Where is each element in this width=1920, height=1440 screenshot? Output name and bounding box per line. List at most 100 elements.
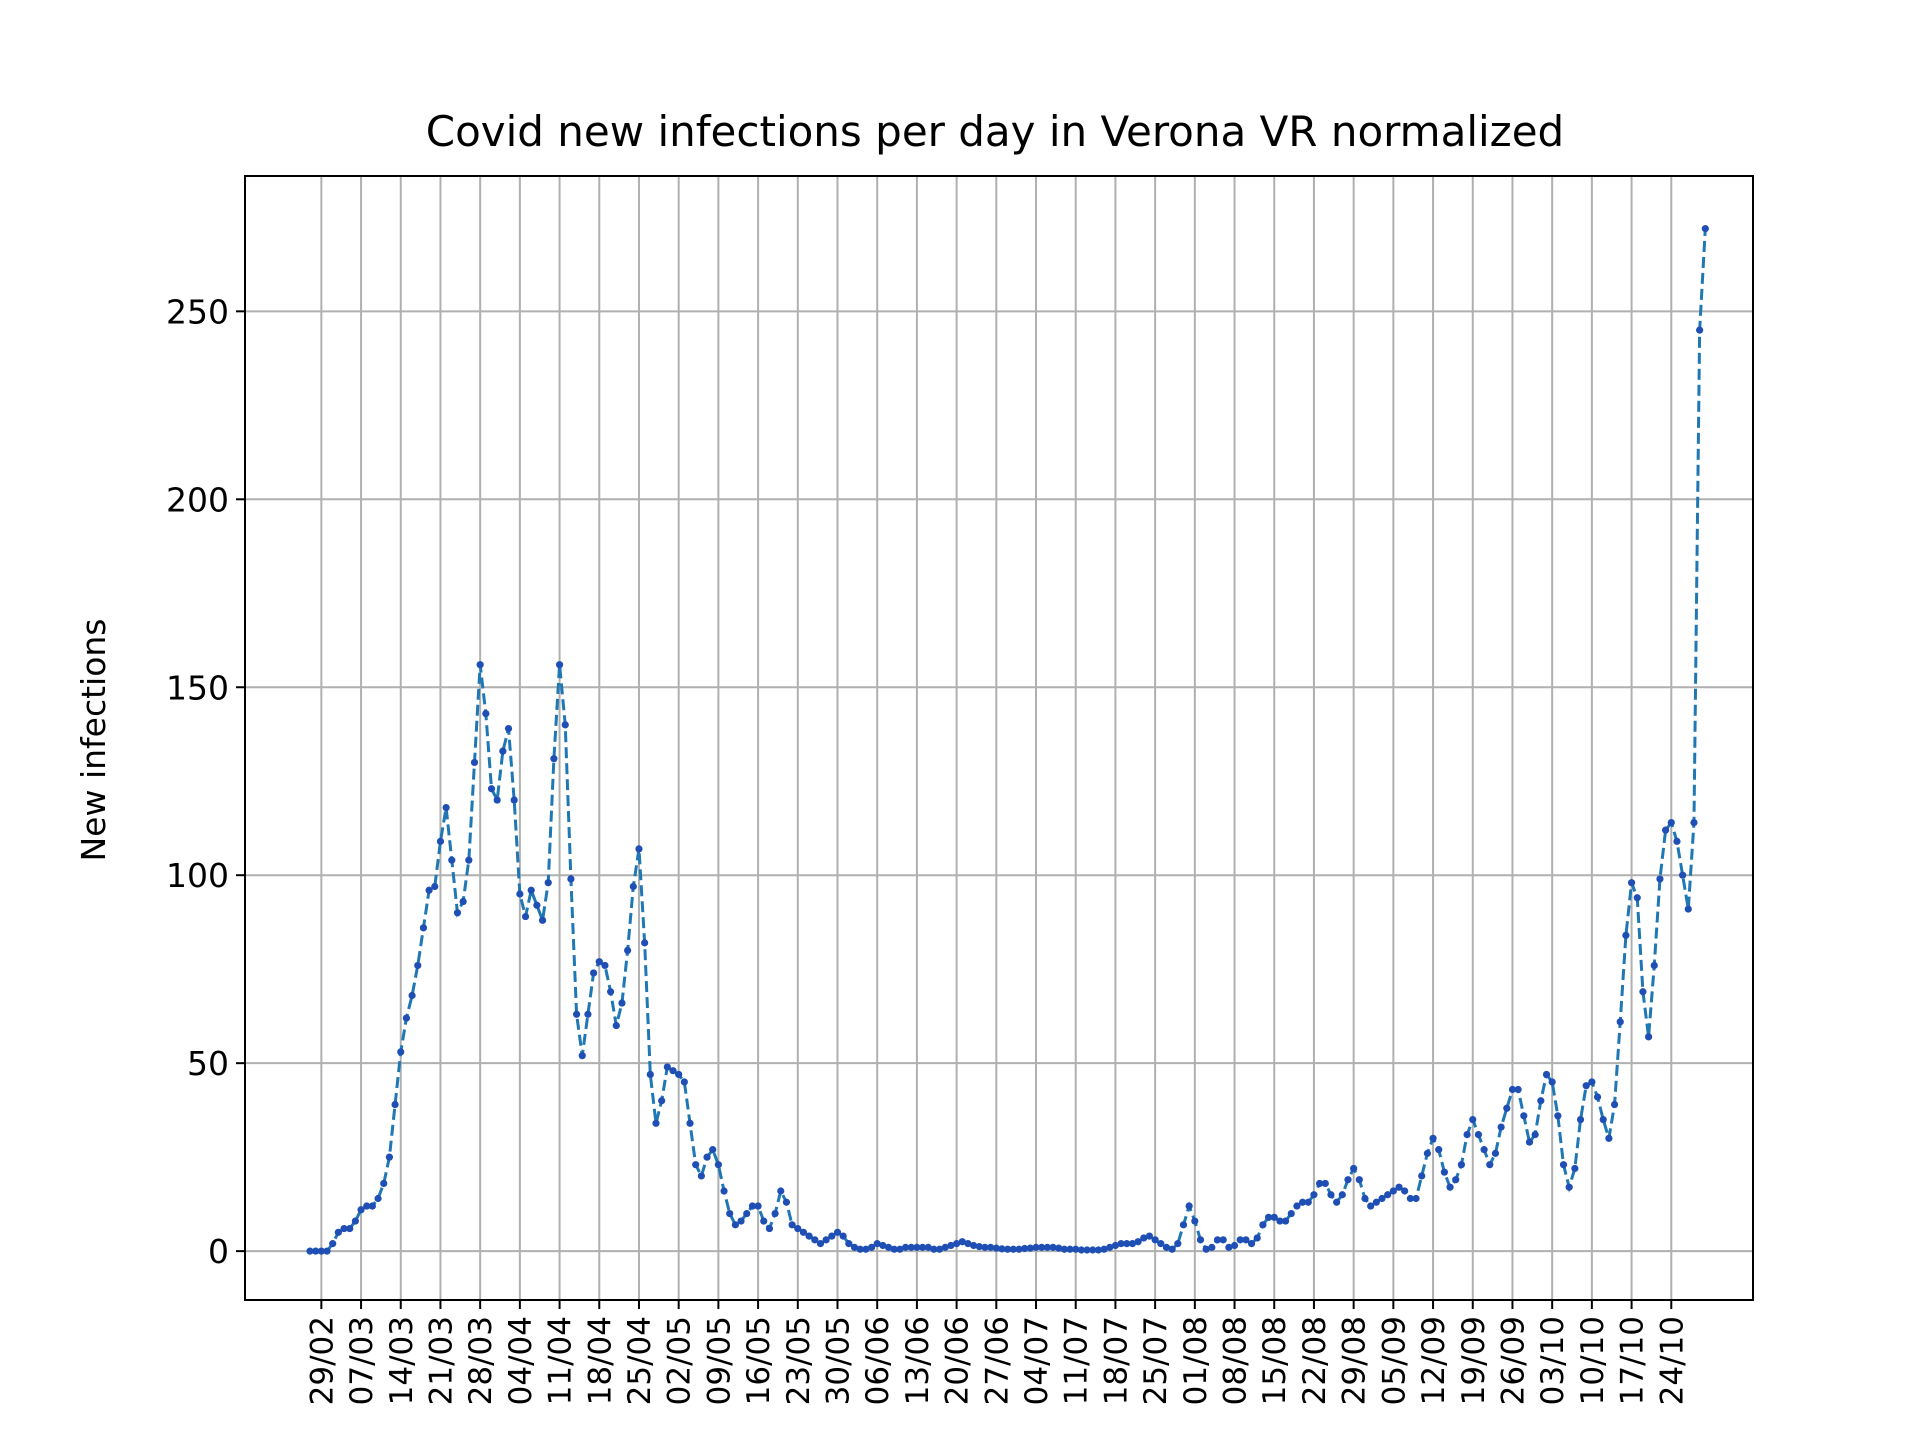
- data-point: [1446, 1183, 1454, 1191]
- data-point: [538, 916, 547, 924]
- data-point: [1452, 1176, 1460, 1184]
- data-point: [1327, 1191, 1335, 1199]
- data-point: [323, 1247, 331, 1255]
- data-point: [658, 1097, 666, 1105]
- data-point: [1701, 225, 1709, 233]
- x-tick-label: 02/05: [662, 1316, 698, 1405]
- x-tick-label: 01/08: [1178, 1316, 1214, 1405]
- data-point: [419, 924, 428, 932]
- data-point: [425, 886, 433, 894]
- data-point: [1089, 1246, 1097, 1254]
- data-point: [1111, 1241, 1120, 1250]
- x-tick-label: 30/05: [820, 1316, 856, 1405]
- data-point: [879, 1241, 887, 1250]
- data-point: [1418, 1172, 1426, 1180]
- data-point: [1162, 1243, 1171, 1251]
- data-point: [595, 958, 603, 966]
- x-tick-label: 29/08: [1337, 1316, 1373, 1405]
- data-point: [867, 1243, 876, 1251]
- data-point: [1196, 1236, 1205, 1244]
- data-point: [448, 856, 456, 864]
- data-point: [1622, 931, 1630, 939]
- y-axis-label: New infections: [74, 618, 113, 861]
- data-point: [1310, 1191, 1318, 1199]
- data-point: [896, 1245, 904, 1253]
- data-point: [1049, 1243, 1057, 1251]
- y-tick-label: 0: [208, 1232, 229, 1271]
- data-point: [992, 1244, 1000, 1252]
- data-point: [1440, 1168, 1448, 1176]
- data-point: [686, 1119, 694, 1127]
- data-point: [703, 1153, 711, 1161]
- x-tick-label: 11/07: [1059, 1316, 1095, 1405]
- data-point: [760, 1217, 768, 1225]
- data-point: [1667, 818, 1675, 827]
- data-point: [1128, 1240, 1137, 1248]
- data-point: [368, 1202, 376, 1210]
- data-point: [850, 1243, 859, 1251]
- data-point: [805, 1232, 813, 1240]
- data-point: [1673, 837, 1681, 845]
- data-point: [862, 1245, 870, 1253]
- data-point: [1270, 1213, 1278, 1221]
- data-point: [935, 1245, 944, 1253]
- x-tick-label: 16/05: [741, 1316, 777, 1405]
- data-point: [1021, 1244, 1029, 1253]
- x-tick-label: 28/03: [463, 1316, 499, 1405]
- data-point: [652, 1119, 660, 1127]
- data-point: [1401, 1187, 1409, 1195]
- data-point: [374, 1194, 382, 1203]
- data-point: [1684, 905, 1692, 913]
- data-point: [901, 1243, 910, 1251]
- data-point: [1576, 1115, 1585, 1124]
- data-point: [629, 882, 637, 891]
- data-point: [1565, 1183, 1573, 1191]
- data-point: [1316, 1179, 1324, 1188]
- data-point: [357, 1206, 365, 1214]
- data-point: [1077, 1246, 1085, 1254]
- data-point: [958, 1238, 966, 1246]
- data-point: [1656, 875, 1664, 883]
- data-point: [1276, 1217, 1284, 1225]
- data-point: [1157, 1240, 1165, 1248]
- data-point: [493, 796, 501, 804]
- data-point: [1032, 1243, 1040, 1251]
- data-point: [1588, 1078, 1596, 1086]
- data-point: [669, 1067, 677, 1075]
- data-point: [1412, 1194, 1420, 1203]
- data-point: [1662, 826, 1670, 834]
- data-point: [544, 879, 552, 887]
- data-point: [947, 1241, 955, 1250]
- chart-title: Covid new infections per day in Verona V…: [426, 107, 1564, 156]
- x-tick-label: 18/07: [1098, 1316, 1134, 1405]
- data-point: [1571, 1164, 1579, 1173]
- data-point: [1264, 1213, 1273, 1221]
- data-point: [1554, 1112, 1562, 1120]
- data-point: [1350, 1164, 1358, 1173]
- data-point: [1520, 1112, 1528, 1120]
- data-point: [737, 1217, 745, 1225]
- data-point: [612, 1021, 620, 1030]
- data-point: [590, 969, 598, 977]
- data-point: [1242, 1236, 1250, 1244]
- data-point: [397, 1048, 405, 1056]
- data-point: [1083, 1246, 1091, 1254]
- data-point: [1395, 1183, 1403, 1191]
- data-point: [1486, 1161, 1494, 1169]
- data-point: [1015, 1245, 1023, 1253]
- data-point: [907, 1243, 915, 1251]
- data-point: [1639, 988, 1647, 996]
- data-point: [618, 999, 626, 1007]
- data-point: [748, 1202, 757, 1210]
- data-point: [465, 856, 473, 864]
- data-point: [1168, 1245, 1176, 1253]
- data-point: [1599, 1115, 1607, 1124]
- data-point: [1605, 1134, 1613, 1142]
- data-point: [1106, 1243, 1114, 1251]
- series-layer: [306, 225, 1709, 1255]
- data-point: [1503, 1104, 1511, 1112]
- data-point: [1514, 1085, 1522, 1094]
- data-point: [1174, 1240, 1182, 1248]
- data-point: [487, 785, 496, 793]
